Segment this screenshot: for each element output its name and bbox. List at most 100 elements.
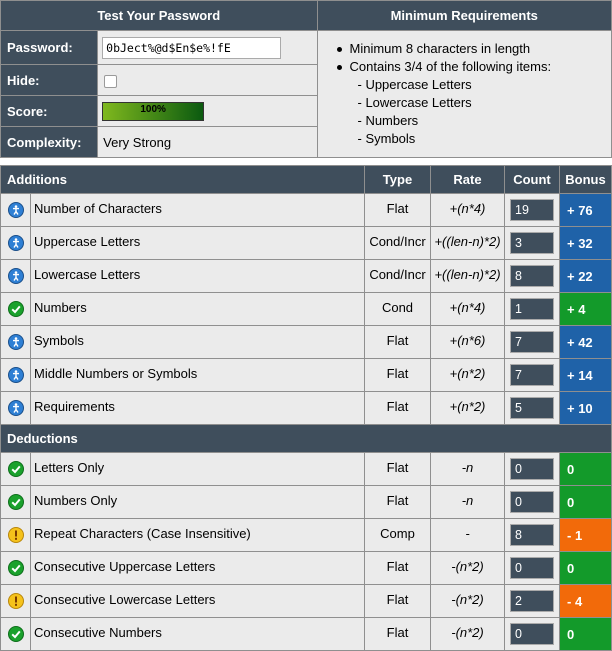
row-rate: +(n*4) [430, 193, 505, 227]
row-count-cell: 0 [504, 485, 560, 519]
row-type: Flat [364, 391, 431, 425]
row-count-field: 7 [510, 331, 554, 353]
row-type: Comp [364, 518, 431, 552]
password-label: Password: [0, 30, 99, 65]
row-bonus: 0 [559, 485, 612, 519]
row-type: Flat [364, 452, 431, 486]
password-cell: 0bJect%@d$En$e%!fE [97, 30, 318, 65]
check-icon [7, 494, 24, 511]
row-type: Flat [364, 193, 431, 227]
row-count-cell: 0 [504, 551, 560, 585]
score-label: Score: [0, 95, 99, 127]
password-test-panel: Test Your Password Minimum Requirements … [0, 0, 612, 158]
row-count-cell: 3 [504, 226, 560, 260]
row-count-cell: 8 [504, 259, 560, 293]
row-rate: +((len-n)*2) [430, 259, 505, 293]
table-row: Numbers Only Flat -n 0 0 [0, 485, 612, 519]
requirement-subitem: - Symbols [357, 131, 416, 146]
row-type: Flat [364, 485, 431, 519]
table-row: Uppercase Letters Cond/Incr +((len-n)*2) 3 +… [0, 226, 612, 260]
table-row: Middle Numbers or Symbols Flat +(n*2) 7 + 14 [0, 358, 612, 392]
additions-header: Additions [0, 165, 365, 194]
row-icon-cell [0, 259, 31, 293]
deductions-body: Letters Only Flat -n 0 0 Numbers Only Flat -n 0 0… [0, 452, 612, 651]
hide-checkbox[interactable] [104, 74, 118, 88]
complexity-value: Very Strong [97, 126, 318, 158]
row-icon-cell [0, 551, 31, 585]
row-name: Middle Numbers or Symbols [30, 358, 365, 392]
requirement-item: Contains 3/4 of the following items: [336, 58, 612, 76]
test-password-title: Test Your Password [0, 0, 318, 31]
row-icon-cell [0, 292, 31, 326]
password-input[interactable]: 0bJect%@d$En$e%!fE [102, 36, 282, 59]
row-name: Number of Characters [30, 193, 365, 227]
row-count-cell: 5 [504, 391, 560, 425]
rate-header: Rate [430, 165, 505, 194]
additions-body: Number of Characters Flat +(n*4) 19 + 76 Uppe… [0, 193, 612, 425]
table-row: Numbers Cond +(n*4) 1 + 4 [0, 292, 612, 326]
row-rate: +((len-n)*2) [430, 226, 505, 260]
requirement-subitem: - Numbers [357, 113, 419, 128]
check-icon [7, 461, 24, 478]
row-icon-cell [0, 617, 31, 651]
row-count-cell: 8 [504, 518, 560, 552]
table-row: Consecutive Uppercase Letters Flat -(n*2) 0… [0, 551, 612, 585]
row-count-cell: 0 [504, 452, 560, 486]
row-type: Flat [364, 358, 431, 392]
table-row: Consecutive Lowercase Letters Flat -(n*2) 2… [0, 584, 612, 618]
row-rate: +(n*6) [430, 325, 505, 359]
row-rate: -n [430, 452, 505, 486]
row-bonus: - 4 [559, 584, 612, 618]
row-icon-cell [0, 226, 31, 260]
row-name: Lowercase Letters [30, 259, 365, 293]
warning-icon [7, 593, 24, 610]
row-count-field: 5 [510, 397, 554, 419]
score-bar: 100% [102, 101, 205, 121]
row-count-cell: 7 [504, 358, 560, 392]
score-cell: 100% [97, 95, 318, 127]
row-icon-cell [0, 325, 31, 359]
requirements-list-cell: Minimum 8 characters in length Contains … [316, 30, 612, 158]
row-rate: +(n*2) [430, 358, 505, 392]
row-icon-cell [0, 391, 31, 425]
requirement-subitem: - Lowercase Letters [357, 95, 472, 110]
row-bonus: + 14 [559, 358, 612, 392]
info-icon [7, 400, 24, 417]
row-rate: +(n*2) [430, 391, 505, 425]
check-icon [7, 626, 24, 643]
row-bonus: + 4 [559, 292, 612, 326]
row-count-field: 3 [510, 232, 554, 254]
row-type: Flat [364, 584, 431, 618]
row-bonus: + 32 [559, 226, 612, 260]
row-count-cell: 2 [504, 584, 560, 618]
row-name: Consecutive Numbers [30, 617, 365, 651]
row-count-field: 8 [510, 524, 554, 546]
info-icon [7, 367, 24, 384]
row-rate: -n [430, 485, 505, 519]
row-type: Cond [364, 292, 431, 326]
row-name: Consecutive Uppercase Letters [30, 551, 365, 585]
hide-cell [97, 64, 318, 96]
row-bonus: - 1 [559, 518, 612, 552]
row-name: Repeat Characters (Case Insensitive) [30, 518, 365, 552]
row-type: Cond/Incr [364, 259, 431, 293]
row-type: Flat [364, 551, 431, 585]
row-count-field: 0 [510, 458, 554, 480]
table-row: Letters Only Flat -n 0 0 [0, 452, 612, 486]
row-rate: -(n*2) [430, 617, 505, 651]
requirements-list: Minimum 8 characters in length Contains … [336, 40, 612, 148]
row-bonus: + 42 [559, 325, 612, 359]
row-bonus: + 10 [559, 391, 612, 425]
row-icon-cell [0, 193, 31, 227]
bonus-header: Bonus [559, 165, 612, 194]
row-name: Consecutive Lowercase Letters [30, 584, 365, 618]
check-icon [7, 560, 24, 577]
info-icon [7, 334, 24, 351]
scoring-table: Additions Type Rate Count Bonus Number o… [0, 165, 612, 651]
row-name: Letters Only [30, 452, 365, 486]
info-icon [7, 235, 24, 252]
table-row: Consecutive Numbers Flat -(n*2) 0 0 [0, 617, 612, 651]
row-count-cell: 1 [504, 292, 560, 326]
row-rate: +(n*4) [430, 292, 505, 326]
row-count-cell: 0 [504, 617, 560, 651]
